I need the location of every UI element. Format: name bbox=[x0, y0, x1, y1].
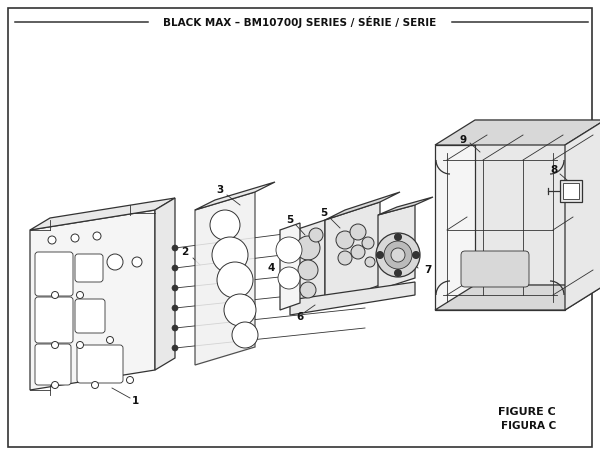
Bar bbox=[560, 180, 582, 202]
Circle shape bbox=[376, 233, 420, 277]
Text: 5: 5 bbox=[320, 208, 328, 218]
Circle shape bbox=[52, 292, 59, 298]
Circle shape bbox=[210, 210, 240, 240]
Polygon shape bbox=[155, 198, 175, 370]
Circle shape bbox=[351, 245, 365, 259]
Polygon shape bbox=[378, 197, 433, 215]
Polygon shape bbox=[475, 120, 600, 285]
Polygon shape bbox=[295, 220, 325, 310]
Circle shape bbox=[52, 342, 59, 349]
Text: 2: 2 bbox=[181, 247, 188, 257]
Circle shape bbox=[217, 262, 253, 298]
Circle shape bbox=[132, 257, 142, 267]
Circle shape bbox=[172, 245, 178, 251]
Circle shape bbox=[107, 254, 123, 270]
Circle shape bbox=[338, 251, 352, 265]
Circle shape bbox=[77, 292, 83, 298]
Circle shape bbox=[232, 322, 258, 348]
Circle shape bbox=[107, 337, 113, 344]
Circle shape bbox=[336, 231, 354, 249]
Circle shape bbox=[278, 267, 300, 289]
Text: BLACK MAX – BM10700J SERIES / SÉRIE / SERIE: BLACK MAX – BM10700J SERIES / SÉRIE / SE… bbox=[163, 16, 437, 28]
Circle shape bbox=[350, 224, 366, 240]
Text: 8: 8 bbox=[550, 165, 557, 175]
Polygon shape bbox=[290, 282, 415, 315]
Circle shape bbox=[172, 345, 178, 351]
Circle shape bbox=[71, 234, 79, 242]
Text: 3: 3 bbox=[217, 185, 224, 195]
Text: FIGURE C: FIGURE C bbox=[498, 407, 556, 417]
Polygon shape bbox=[280, 223, 300, 310]
FancyBboxPatch shape bbox=[75, 254, 103, 282]
Polygon shape bbox=[565, 120, 600, 310]
FancyBboxPatch shape bbox=[461, 251, 529, 287]
Circle shape bbox=[212, 237, 248, 273]
FancyBboxPatch shape bbox=[75, 299, 105, 333]
Circle shape bbox=[362, 237, 374, 249]
Circle shape bbox=[413, 252, 419, 258]
Circle shape bbox=[377, 252, 383, 258]
Text: 5: 5 bbox=[286, 215, 293, 225]
Polygon shape bbox=[325, 202, 380, 305]
Circle shape bbox=[91, 381, 98, 389]
Circle shape bbox=[395, 269, 401, 277]
Text: FIGURA C: FIGURA C bbox=[501, 421, 556, 431]
Circle shape bbox=[395, 233, 401, 241]
Circle shape bbox=[172, 285, 178, 291]
Circle shape bbox=[298, 260, 318, 280]
Circle shape bbox=[48, 236, 56, 244]
Polygon shape bbox=[435, 145, 565, 310]
Circle shape bbox=[127, 376, 133, 384]
Circle shape bbox=[296, 236, 320, 260]
Polygon shape bbox=[325, 192, 400, 220]
Polygon shape bbox=[435, 120, 600, 145]
Circle shape bbox=[300, 282, 316, 298]
FancyBboxPatch shape bbox=[35, 252, 73, 296]
FancyBboxPatch shape bbox=[77, 345, 123, 383]
Bar bbox=[563, 183, 579, 199]
Text: 9: 9 bbox=[460, 135, 467, 145]
Text: 6: 6 bbox=[296, 312, 304, 322]
FancyBboxPatch shape bbox=[35, 297, 73, 343]
Circle shape bbox=[365, 257, 375, 267]
Polygon shape bbox=[435, 285, 600, 310]
Circle shape bbox=[52, 381, 59, 389]
Circle shape bbox=[384, 241, 412, 269]
Circle shape bbox=[172, 265, 178, 271]
Text: 1: 1 bbox=[131, 396, 139, 406]
Polygon shape bbox=[195, 182, 275, 210]
Polygon shape bbox=[378, 205, 415, 290]
Polygon shape bbox=[30, 210, 155, 390]
Polygon shape bbox=[30, 198, 175, 230]
Circle shape bbox=[172, 325, 178, 331]
Circle shape bbox=[93, 232, 101, 240]
Circle shape bbox=[276, 237, 302, 263]
Circle shape bbox=[391, 248, 405, 262]
Circle shape bbox=[77, 342, 83, 349]
Circle shape bbox=[172, 305, 178, 311]
Polygon shape bbox=[195, 192, 255, 365]
Text: 7: 7 bbox=[424, 265, 431, 275]
Circle shape bbox=[309, 228, 323, 242]
FancyBboxPatch shape bbox=[35, 344, 71, 385]
Circle shape bbox=[224, 294, 256, 326]
Text: 4: 4 bbox=[268, 263, 275, 273]
